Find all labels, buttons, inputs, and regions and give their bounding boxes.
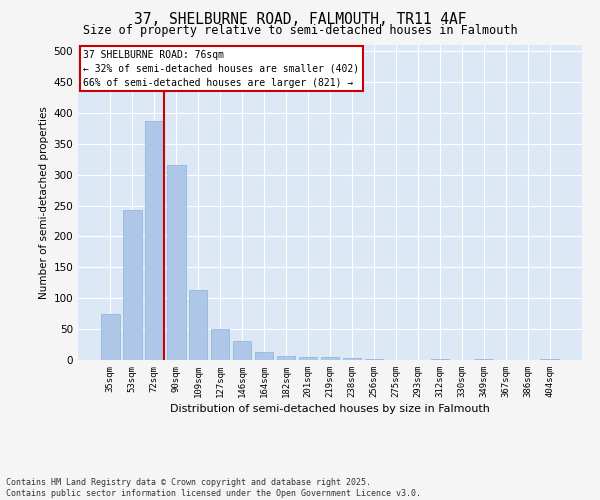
Text: 37, SHELBURNE ROAD, FALMOUTH, TR11 4AF: 37, SHELBURNE ROAD, FALMOUTH, TR11 4AF (134, 12, 466, 28)
X-axis label: Distribution of semi-detached houses by size in Falmouth: Distribution of semi-detached houses by … (170, 404, 490, 414)
Bar (255, 352, 274, 360)
Bar (101, 314, 119, 360)
Text: 37 SHELBURNE ROAD: 76sqm
← 32% of semi-detached houses are smaller (402)
66% of : 37 SHELBURNE ROAD: 76sqm ← 32% of semi-d… (83, 50, 359, 88)
Bar (431, 359, 449, 360)
Bar (233, 342, 251, 360)
Bar (277, 356, 295, 360)
Bar (299, 357, 317, 360)
Bar (211, 329, 229, 360)
Y-axis label: Number of semi-detached properties: Number of semi-detached properties (39, 106, 49, 299)
Bar (145, 121, 164, 360)
Bar (189, 290, 208, 360)
Text: Contains HM Land Registry data © Crown copyright and database right 2025.
Contai: Contains HM Land Registry data © Crown c… (6, 478, 421, 498)
Bar (343, 358, 361, 360)
Bar (123, 210, 142, 360)
Bar (167, 166, 185, 360)
Bar (541, 359, 559, 360)
Bar (320, 357, 340, 360)
Text: Size of property relative to semi-detached houses in Falmouth: Size of property relative to semi-detach… (83, 24, 517, 37)
Bar (365, 359, 383, 360)
